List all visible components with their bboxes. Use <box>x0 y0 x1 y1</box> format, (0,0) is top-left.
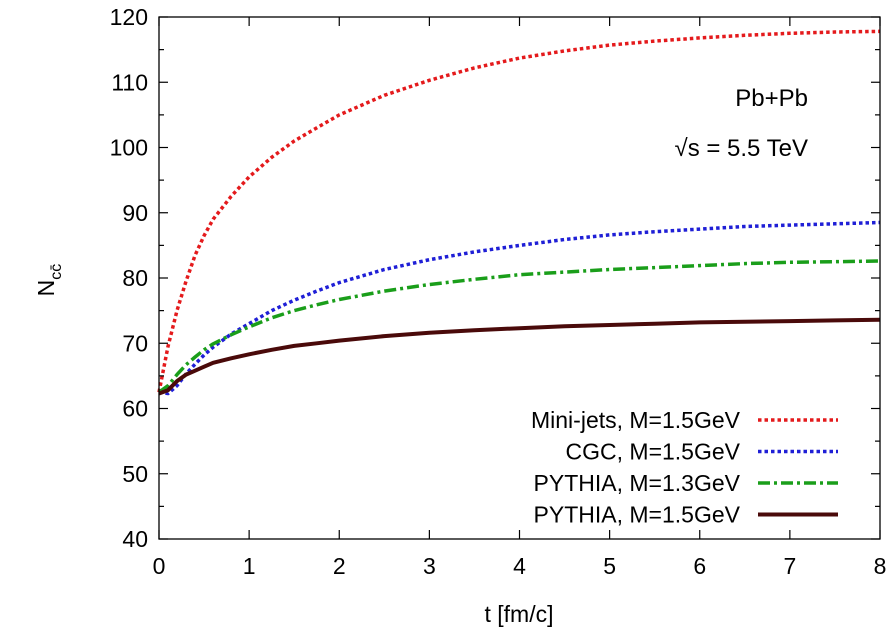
x-tick-label: 2 <box>333 553 346 579</box>
series-line-2 <box>158 220 881 396</box>
legend-label-1: Mini-jets, M=1.5GeV <box>531 407 741 433</box>
x-tick-label: 5 <box>603 553 616 579</box>
y-tick-label: 50 <box>122 461 148 487</box>
legend-label-3: PYTHIA, M=1.3GeV <box>534 470 741 496</box>
legend: Mini-jets, M=1.5GeV CGC, M=1.5GeV PYTHIA, … <box>531 407 838 528</box>
plot-layer <box>157 29 881 396</box>
x-tick-label: 4 <box>513 553 526 579</box>
y-tick-label: 120 <box>110 4 148 30</box>
legend-label-2: CGC, M=1.5GeV <box>566 439 741 465</box>
x-tick-label: 1 <box>243 553 256 579</box>
y-tick-label: 40 <box>122 526 148 552</box>
legend-label-4: PYTHIA, M=1.5GeV <box>534 502 741 528</box>
annotation-energy: √s = 5.5 TeV <box>675 135 808 162</box>
x-tick-label: 6 <box>693 553 706 579</box>
series-line-1 <box>157 29 881 393</box>
y-axis-label-main: N <box>33 280 59 297</box>
y-tick-label: 90 <box>122 200 148 226</box>
y-tick-label: 110 <box>111 69 148 95</box>
y-axis-label: Ncc̄ <box>33 264 65 297</box>
x-tick-label: 3 <box>423 553 436 579</box>
ticks-layer: 0 1 2 3 4 5 6 7 8 40 50 60 70 80 90 100 110 120 <box>110 4 887 579</box>
x-tick-label: 7 <box>783 553 796 579</box>
y-tick-label: 60 <box>122 396 148 422</box>
y-tick-label: 80 <box>122 265 148 291</box>
x-tick-label: 8 <box>874 553 887 579</box>
x-axis-label: t [fm/c] <box>485 601 554 627</box>
series-line-3 <box>157 259 881 394</box>
y-tick-label: 100 <box>110 135 148 161</box>
y-tick-label: 70 <box>122 330 148 356</box>
series-line-4 <box>158 317 881 396</box>
annotation-collision-system: Pb+Pb <box>735 85 808 112</box>
y-axis-label-subscript: cc̄ <box>48 264 65 280</box>
x-tick-label: 0 <box>153 553 166 579</box>
